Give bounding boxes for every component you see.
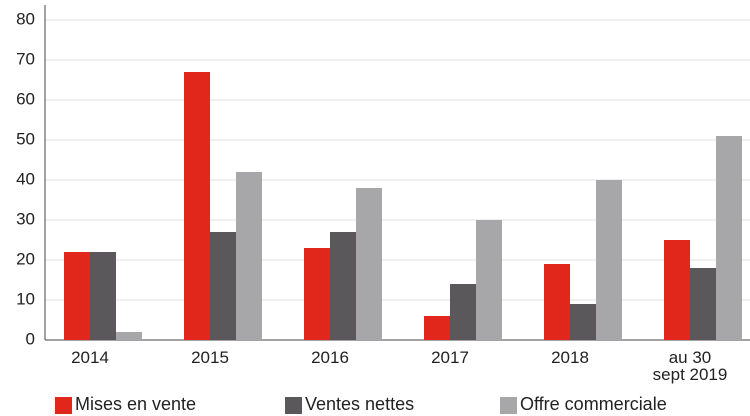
bar [424,316,450,340]
legend-label: Mises en vente [75,394,197,414]
bar [476,220,502,340]
bar [570,304,596,340]
legend-label: Ventes nettes [305,394,415,414]
bar [544,264,570,340]
legend-swatch [285,397,302,414]
legend-swatch [55,397,72,414]
bar [210,232,236,340]
y-tick-label: 80 [16,9,35,28]
bar [330,232,356,340]
y-tick-label: 70 [16,49,35,68]
bar [356,188,382,340]
legend-label: Offre commerciale [520,394,667,414]
legend-swatch [500,397,517,414]
bar [664,240,690,340]
bar [236,172,262,340]
x-tick-label: 2016 [311,348,349,367]
bar [90,252,116,340]
bar [184,72,210,340]
bar [716,136,742,340]
bar [304,248,330,340]
x-tick-label: 2015 [191,348,229,367]
bar [116,332,142,340]
y-tick-label: 10 [16,289,35,308]
y-tick-label: 60 [16,89,35,108]
x-tick-label: 2014 [71,348,109,367]
bar [690,268,716,340]
x-tick-label: 2017 [431,348,469,367]
y-tick-label: 20 [16,249,35,268]
y-tick-label: 40 [16,169,35,188]
x-tick-label: 2018 [551,348,589,367]
bar [596,180,622,340]
bar [450,284,476,340]
y-tick-label: 50 [16,129,35,148]
y-tick-label: 0 [26,329,35,348]
x-tick-label: au 30 sept 2019 [652,348,728,384]
bar [64,252,90,340]
y-tick-label: 30 [16,209,35,228]
